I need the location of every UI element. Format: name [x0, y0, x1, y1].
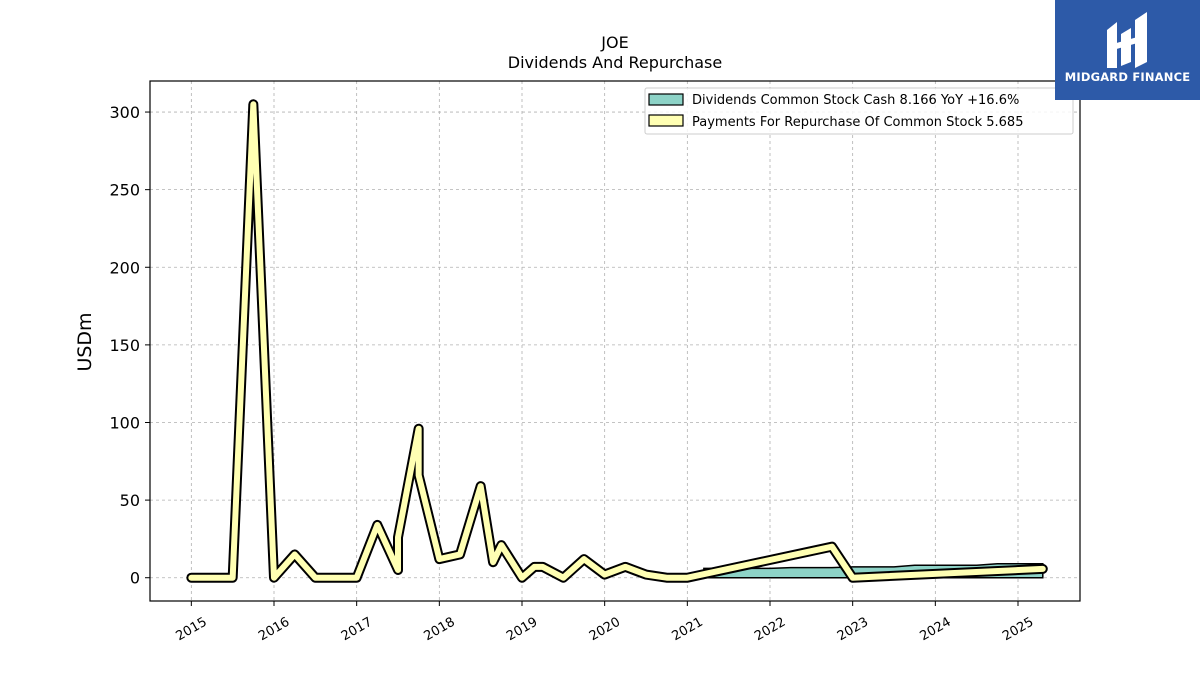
y-tick-label: 300 [109, 103, 140, 122]
y-tick-label: 50 [120, 491, 140, 510]
x-tick-label: 2024 [918, 615, 954, 645]
midgard-finance-logo: MIDGARD FINANCE [1055, 0, 1200, 100]
y-tick-label: 250 [109, 181, 140, 200]
plot-area [186, 99, 1048, 583]
legend-swatch-dividends [648, 93, 684, 106]
legend: Dividends Common Stock Cash 8.166 YoY +1… [644, 87, 1074, 135]
legend-label-dividends: Dividends Common Stock Cash 8.166 YoY +1… [692, 93, 1019, 108]
x-tick-label: 2025 [1000, 615, 1036, 645]
y-axis-label: USDm [74, 312, 96, 371]
x-tick-label: 2023 [835, 615, 871, 645]
x-tick-label: 2017 [339, 615, 375, 645]
legend-swatch-repurchase [648, 114, 684, 127]
x-tick-label: 2018 [422, 615, 458, 645]
series-repurchase-outline [186, 99, 1048, 583]
midgard-logo-mark-icon [1107, 12, 1147, 68]
series-repurchase-line [188, 101, 1046, 581]
y-axis-ticks: 0 50 100 150 200 250 300 [109, 103, 150, 588]
y-tick-label: 150 [109, 336, 140, 355]
x-tick-label: 2019 [504, 615, 540, 645]
x-tick-label: 2020 [587, 615, 623, 645]
x-tick-label: 2022 [752, 615, 788, 645]
x-tick-label: 2015 [174, 615, 210, 645]
plot-frame [149, 80, 1081, 602]
y-tick-label: 200 [109, 258, 140, 277]
x-axis-ticks: 2015 2016 2017 2018 2019 2020 2021 2022 2023 2024… [174, 601, 1036, 645]
grid [150, 81, 1080, 601]
x-tick-label: 2016 [256, 615, 292, 645]
y-tick-label: 100 [109, 413, 140, 432]
legend-label-repurchase: Payments For Repurchase Of Common Stock … [692, 115, 1023, 130]
x-tick-label: 2021 [670, 615, 706, 645]
chart-subtitle: Dividends And Repurchase [508, 53, 722, 72]
chart-title: JOE [600, 33, 628, 52]
y-tick-label: 0 [130, 569, 140, 588]
legend-box [644, 87, 1074, 135]
